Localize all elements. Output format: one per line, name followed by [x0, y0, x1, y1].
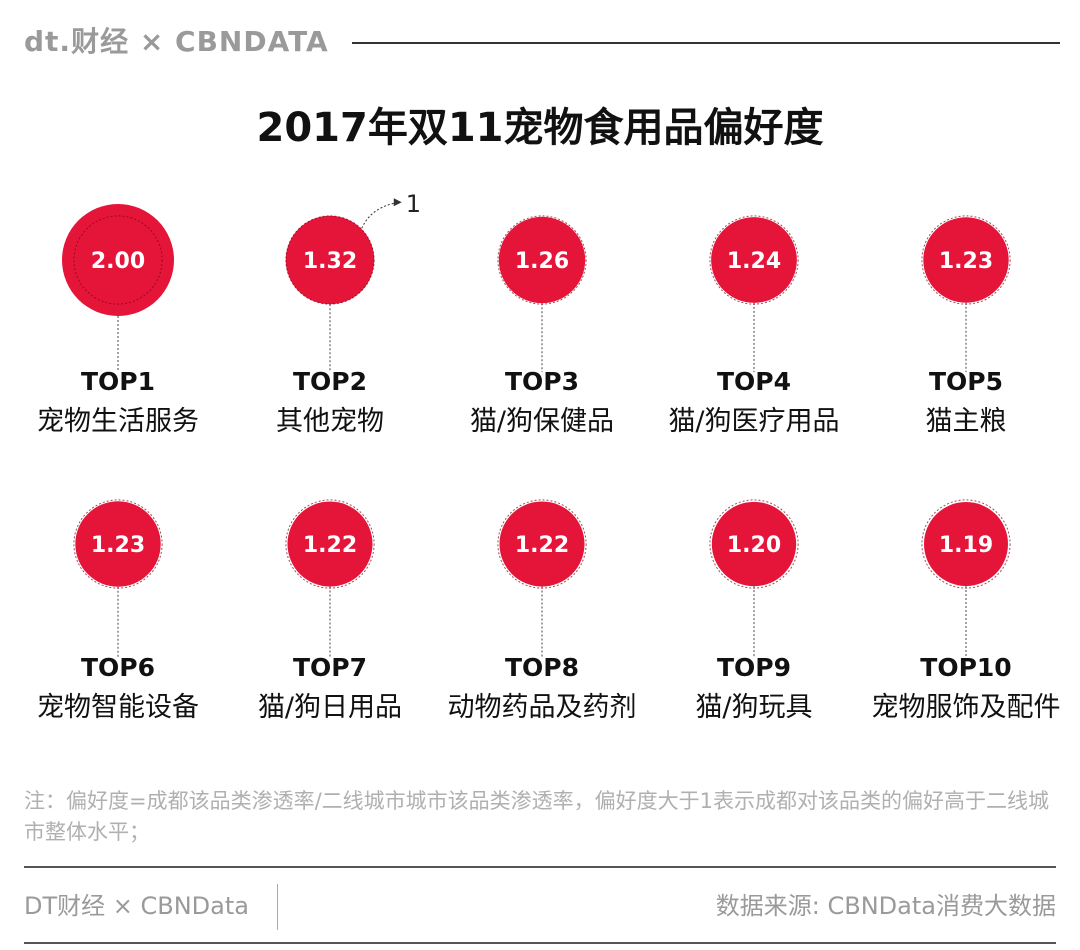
value-bubble: [711, 217, 797, 303]
rank-label: TOP10: [920, 653, 1011, 682]
data-label: 1.22: [303, 533, 357, 558]
data-label: 1.22: [515, 533, 569, 558]
value-bubble: [923, 217, 1009, 303]
reference-ring: [921, 499, 1011, 589]
category-label: 猫/狗玩具: [695, 692, 812, 723]
data-label: 1.19: [939, 533, 993, 558]
reference-ring: [921, 215, 1011, 305]
category-label: 猫/狗保健品: [470, 406, 614, 437]
reference-ring: [709, 215, 799, 305]
data-label: 1.20: [727, 533, 781, 558]
reference-ring: [73, 499, 163, 589]
reference-ring: [709, 499, 799, 589]
category-label: 猫/狗医疗用品: [668, 406, 839, 437]
value-bubble: [924, 502, 1008, 586]
footer-divider: [277, 884, 278, 930]
value-bubble: [75, 501, 161, 587]
data-label: 2.00: [91, 249, 145, 274]
reference-label: 1: [406, 190, 421, 218]
header-rule: [352, 42, 1060, 44]
footer-rule-bottom: [24, 942, 1056, 944]
value-bubble: [499, 501, 585, 587]
reference-ring: [285, 215, 375, 305]
category-label: 其他宠物: [276, 406, 384, 437]
brand-logo: dt.财经 × CBNDATA: [24, 25, 329, 58]
category-label: 猫/狗日用品: [258, 692, 402, 723]
footer-rule-top: [24, 866, 1056, 868]
rank-label: TOP5: [929, 367, 1003, 396]
reference-ring: [497, 215, 587, 305]
footer-brand: DT财经 × CBNData: [24, 892, 249, 920]
reference-pointer: [361, 201, 400, 229]
footnote: 注：偏好度=成都该品类渗透率/二线城市城市该品类渗透率，偏好度大于1表示成都对该…: [24, 789, 1050, 844]
header: dt.财经 × CBNDATA: [24, 24, 1060, 60]
category-label: 猫主粮: [926, 406, 1007, 437]
data-label: 1.32: [303, 249, 357, 274]
category-label: 宠物服饰及配件: [872, 692, 1061, 723]
rank-label: TOP2: [293, 367, 367, 396]
rank-label: TOP8: [505, 653, 579, 682]
footer-source: 数据来源: CBNData消费大数据: [715, 892, 1056, 920]
rank-label: TOP4: [717, 367, 791, 396]
rank-label: TOP3: [505, 367, 579, 396]
data-label: 1.24: [727, 249, 781, 274]
category-label: 宠物智能设备: [37, 692, 199, 723]
reference-ring: [285, 499, 375, 589]
value-bubble: [711, 501, 797, 587]
chart-title: 2017年双11宠物食用品偏好度: [256, 105, 824, 151]
bubble-chart: 2.00 TOP1 宠物生活服务 1.32 TOP2 其他宠物 1.26 TOP3 猫/狗保健品…: [37, 190, 1061, 723]
value-bubble: [285, 215, 375, 305]
data-label: 1.23: [91, 533, 145, 558]
data-label: 1.26: [515, 249, 569, 274]
category-label: 动物药品及药剂: [448, 692, 637, 723]
rank-label: TOP9: [717, 653, 791, 682]
reference-ring: [497, 499, 587, 589]
reference-ring: [73, 215, 163, 305]
category-label: 宠物生活服务: [37, 406, 199, 437]
data-label: 1.23: [939, 249, 993, 274]
rank-label: TOP6: [81, 653, 155, 682]
value-bubble: [62, 204, 174, 316]
rank-label: TOP1: [81, 367, 155, 396]
value-bubble: [498, 216, 586, 304]
rank-label: TOP7: [293, 653, 367, 682]
reference-arrowhead: [393, 198, 402, 207]
value-bubble: [287, 501, 373, 587]
